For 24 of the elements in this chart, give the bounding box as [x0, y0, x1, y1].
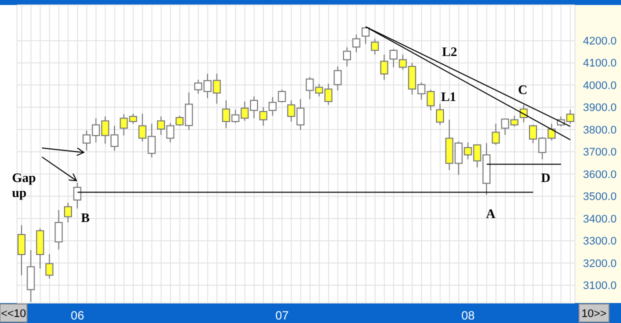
- y-tick-label: 3300.0: [583, 236, 617, 248]
- annotation: D: [541, 170, 550, 185]
- y-tick-label: 3900.0: [583, 102, 617, 114]
- annotation: C: [518, 82, 528, 97]
- annotation: L1: [441, 89, 456, 104]
- y-tick-label: 3700.0: [583, 146, 617, 159]
- y-tick-label: 3600.0: [583, 168, 617, 181]
- y-tick-label: 3500.0: [583, 191, 617, 204]
- y-tick-label: 3800.0: [583, 124, 617, 136]
- y-tick-label: 3100.0: [583, 280, 617, 292]
- text: <<10: [0, 308, 26, 320]
- x-tick-label: 08: [461, 308, 476, 323]
- y-tick-label: 4200.0: [583, 35, 617, 48]
- annotation: B: [81, 210, 90, 225]
- text: 10>>: [581, 308, 607, 320]
- annotation: Gap up: [12, 170, 36, 200]
- annotation: A: [486, 206, 496, 221]
- y-tick-label: 3200.0: [583, 258, 617, 270]
- y-tick-label: 3400.0: [583, 213, 617, 226]
- y-tick-label: 4100.0: [583, 58, 617, 70]
- x-tick-label: 06: [70, 308, 84, 323]
- y-tick-label: 4000.0: [583, 80, 617, 92]
- x-tick-label: 07: [275, 308, 290, 323]
- annotation: L2: [442, 44, 458, 59]
